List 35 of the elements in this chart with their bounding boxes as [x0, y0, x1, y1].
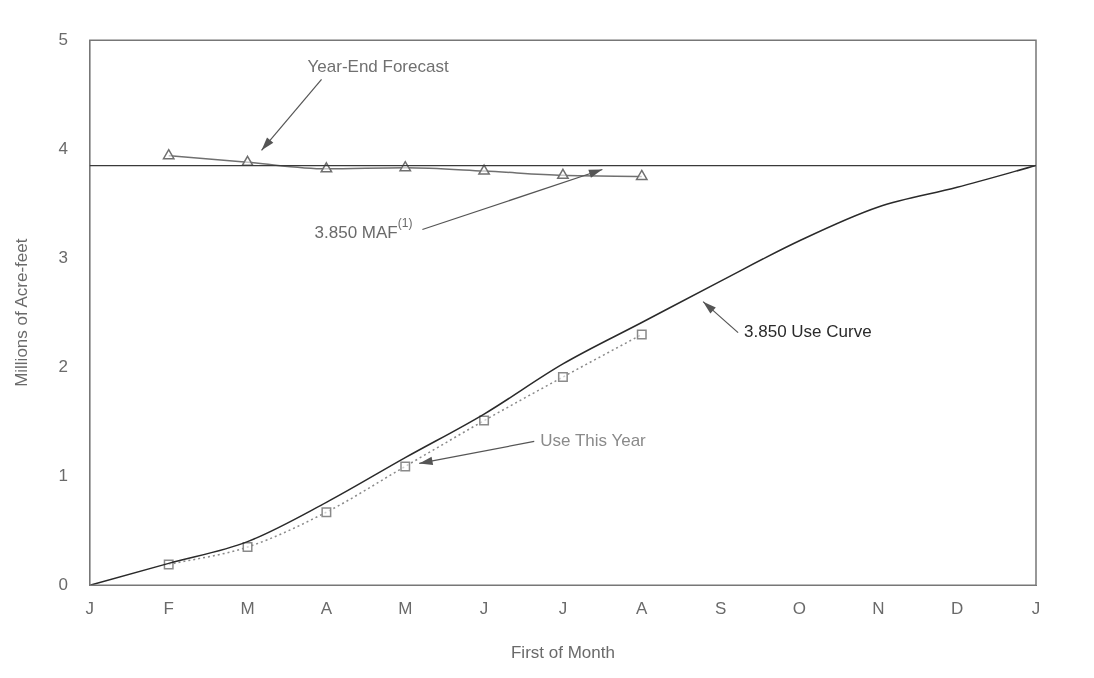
y-tick-label: 1	[58, 465, 68, 485]
text: 3.850 Use Curve	[744, 322, 872, 342]
point	[320, 162, 333, 173]
point	[635, 169, 648, 181]
x-tick-label: J	[85, 599, 95, 619]
text: Use This Year	[540, 431, 647, 451]
y-tick-label: 5	[58, 29, 68, 49]
x-tick-label: F	[163, 599, 174, 619]
y-tick-label: 2	[58, 356, 68, 376]
point	[478, 164, 491, 175]
y-axis-title: Millions of Acre-feet	[11, 238, 31, 387]
x-tick-label: D	[951, 599, 964, 619]
x-tick-label: A	[320, 599, 333, 619]
x-tick-label: O	[792, 599, 807, 619]
x-tick-label: M	[398, 599, 413, 619]
y-tick-label: 3	[58, 247, 68, 267]
text: Year-End Forecast	[307, 56, 449, 76]
x-tick-label: J	[558, 599, 568, 619]
x-tick-label: S	[714, 599, 727, 619]
x-tick-label: J	[1031, 599, 1041, 619]
y-tick-label: 0	[58, 574, 68, 594]
point	[636, 329, 647, 340]
x-tick-label: J	[479, 599, 489, 619]
point	[556, 168, 569, 180]
y-tick-label: 4	[58, 138, 68, 158]
point	[242, 542, 253, 553]
point	[162, 148, 175, 160]
point	[400, 461, 411, 472]
point	[479, 415, 490, 426]
x-tick-label: A	[636, 599, 649, 619]
point	[321, 507, 332, 518]
x-tick-label: M	[240, 599, 255, 619]
x-axis-title: First of Month	[510, 643, 615, 663]
point	[557, 372, 568, 382]
x-tick-label: N	[872, 599, 885, 619]
